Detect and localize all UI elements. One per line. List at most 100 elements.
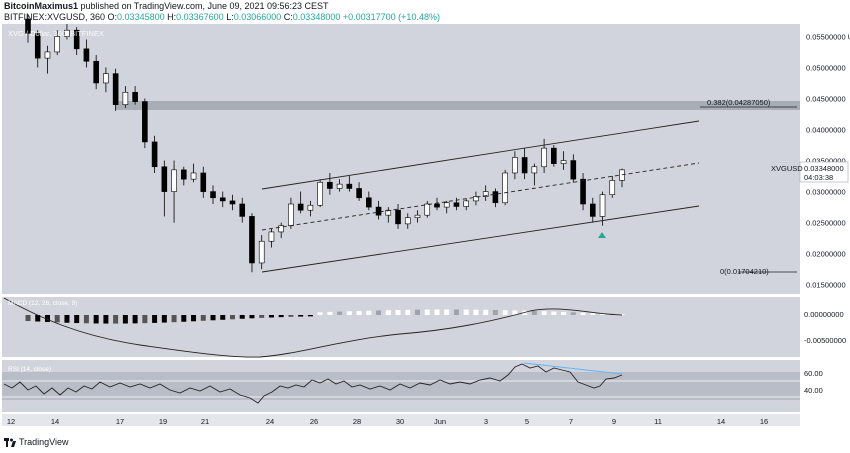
price-tick-label: 0.01500000 (806, 281, 846, 290)
candle-body (112, 73, 119, 105)
macd-bar (492, 309, 498, 315)
price-tick-label: 0.02500000 (806, 219, 846, 228)
macd-bar (25, 315, 31, 321)
candle-body (512, 157, 518, 174)
price-tick-label: 0.04500000 (806, 94, 846, 103)
macd-bar (132, 315, 138, 324)
macd-bar (463, 309, 469, 315)
rsi-divergence-line (523, 362, 623, 375)
price-tick-label: 0.02000000 (806, 250, 846, 259)
time-tick-label: 24 (266, 417, 274, 426)
candle-body (375, 206, 382, 216)
macd-bar (385, 310, 391, 315)
candle-body (346, 183, 353, 189)
candle-body (570, 160, 577, 180)
candle-body (288, 203, 294, 227)
candle-body (599, 194, 606, 217)
price-tick-label: 0.03000000 (806, 188, 846, 197)
macd-bar (210, 315, 216, 321)
rsi-tick-1: 40.00 (804, 386, 823, 395)
fib-label-0: 0(0.01704210) (720, 267, 769, 276)
time-tick-label: 16 (760, 417, 768, 426)
candle-body (171, 169, 177, 192)
macd-line (3, 297, 623, 358)
time-tick-label: 14 (717, 417, 725, 426)
open-value: 0.03345800 (117, 12, 165, 22)
macd-bar (337, 311, 343, 315)
time-axis: 12 14 17 19 21 24 26 28 30 Jun 3 5 7 9 11 14 16 (7, 417, 768, 426)
macd-bar (171, 315, 177, 323)
candle-body (54, 36, 61, 53)
price-axis: 0.05500000 USD 0.05000000 0.04500000 0.0400… (806, 32, 850, 289)
candle-body (589, 203, 596, 217)
candle-body (132, 91, 138, 102)
candle-body (560, 160, 567, 164)
author[interactable]: BitcoinMaximus1 (4, 1, 79, 11)
macd-bar (561, 311, 567, 315)
ohlc-line: BITFINEX:XVGUSD, 360 O:0.03345800 H:0.03… (4, 12, 440, 22)
macd-bar (424, 309, 430, 315)
macd-tick-0: 0.00000000 (804, 310, 844, 319)
macd-bar (200, 315, 206, 321)
macd-bar (444, 309, 450, 315)
candle-body (473, 196, 479, 202)
candle-body (93, 60, 99, 84)
macd-bar (64, 315, 70, 323)
time-tick-label: 11 (654, 417, 662, 426)
candle-body (356, 188, 362, 199)
time-tick-label: 7 (569, 417, 573, 426)
price-label-box (799, 161, 849, 183)
macd-bar (268, 315, 274, 318)
main-pane[interactable] (2, 24, 800, 294)
candle-body (161, 166, 168, 192)
high-value: 0.03367600 (176, 12, 224, 22)
candle-body (502, 172, 508, 204)
price-label-value: 0.03348000 (804, 164, 844, 173)
macd-bar (259, 315, 265, 318)
candle-body (25, 18, 31, 34)
macd-bar (541, 311, 547, 315)
price-tick-label: 0.05500000 USD (806, 32, 850, 41)
macd-pane[interactable] (2, 297, 800, 357)
candle-body (151, 141, 158, 168)
candle-body (317, 181, 323, 206)
macd-bar (580, 312, 586, 315)
macd-bar (74, 315, 80, 324)
candle-body (103, 73, 109, 84)
time-tick-label: 17 (116, 417, 124, 426)
candle-body (268, 231, 275, 242)
macd-bar (103, 315, 109, 324)
candle-body (521, 157, 528, 174)
macd-bar (229, 315, 235, 320)
candle-body (336, 183, 343, 189)
time-tick-label: 9 (612, 417, 616, 426)
footer-brand[interactable]: TradingView (4, 437, 69, 448)
candle-body (239, 203, 246, 217)
candle-body (219, 197, 226, 202)
macd-bar (113, 315, 119, 324)
low-value: 0.03066000 (233, 12, 282, 22)
rsi-tick-0: 60.00 (804, 369, 823, 378)
macd-bar (152, 315, 158, 323)
macd-bar (298, 315, 304, 317)
close-value: 0.03348000 (292, 12, 341, 22)
macd-bar (288, 315, 294, 317)
macd-bar (44, 315, 50, 322)
macd-bar (502, 310, 508, 315)
time-tick-label: 12 (7, 417, 15, 426)
macd-bar (346, 311, 352, 315)
macd-bar (415, 309, 421, 315)
candle-body (122, 91, 129, 105)
macd-bar (93, 315, 99, 324)
candle-body (258, 240, 265, 264)
macd-bar (35, 315, 41, 322)
macd-bar (405, 309, 411, 315)
macd-bar (278, 315, 284, 318)
macd-bar (307, 315, 313, 317)
rsi-legend: RSI (14, close) (8, 366, 51, 373)
candle-body (482, 191, 489, 197)
time-tick-label: 28 (353, 417, 361, 426)
time-tick-label: 21 (201, 417, 209, 426)
time-tick-label: 30 (396, 417, 404, 426)
